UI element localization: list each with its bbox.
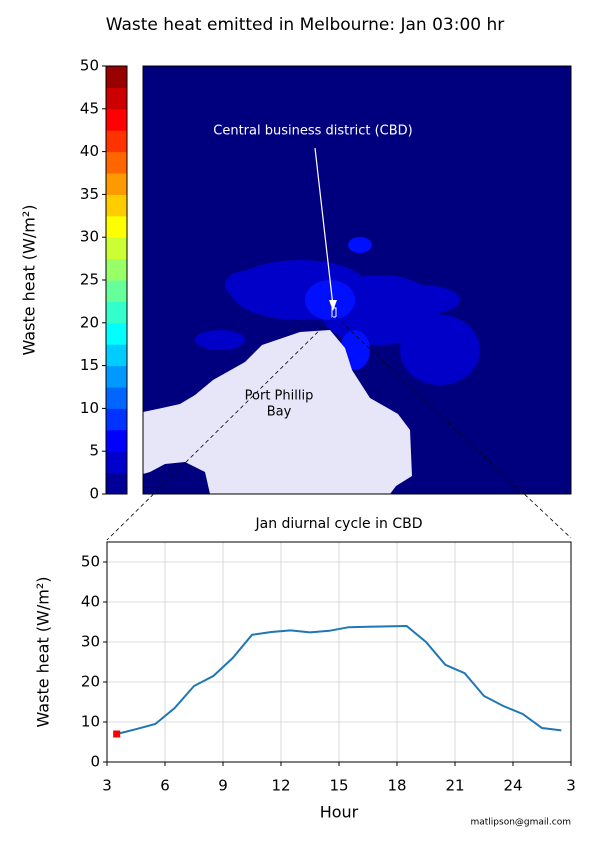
x-tick-label: 18 bbox=[387, 777, 406, 795]
colorbar-segment bbox=[106, 429, 127, 452]
colorbar-segment bbox=[106, 344, 127, 367]
x-tick-label: 3 bbox=[102, 777, 112, 795]
y-tick-label: 0 bbox=[89, 485, 99, 503]
x-tick-label: 15 bbox=[329, 777, 348, 795]
colorbar-label: Waste heat (W/m²) bbox=[20, 205, 39, 356]
colorbar-segment bbox=[106, 301, 127, 324]
colorbar-segment bbox=[106, 194, 127, 217]
line-title: Jan diurnal cycle in CBD bbox=[255, 516, 423, 532]
colorbar-segment bbox=[106, 87, 127, 110]
zoom-line bbox=[106, 316, 334, 541]
line-series bbox=[116, 624, 562, 735]
colorbar-segment bbox=[106, 322, 127, 345]
x-tick-label: 9 bbox=[218, 777, 228, 795]
colorbar-segment bbox=[106, 365, 127, 388]
zoom-line bbox=[335, 316, 572, 539]
y-tick-label: 20 bbox=[80, 313, 99, 331]
y-tick-label: 20 bbox=[81, 673, 100, 691]
colorbar-segment bbox=[106, 108, 127, 131]
map: Central business district (CBD) Port Phi… bbox=[142, 65, 572, 495]
y-tick-label: 50 bbox=[80, 57, 99, 75]
figure-title: Waste heat emitted in Melbourne: Jan 03:… bbox=[106, 15, 505, 35]
y-tick-label: 5 bbox=[89, 442, 99, 460]
bay bbox=[143, 330, 412, 494]
y-tick-label: 50 bbox=[81, 553, 100, 571]
bay-label: Port Phillip bbox=[245, 389, 314, 404]
current-hour-marker bbox=[113, 730, 121, 738]
colorbar-segment bbox=[106, 280, 127, 302]
y-tick-label: 10 bbox=[80, 399, 99, 417]
bay-label: Bay bbox=[267, 405, 292, 420]
colorbar-segment bbox=[106, 472, 127, 495]
y-tick-label: 15 bbox=[80, 356, 99, 374]
y-tick-label: 45 bbox=[80, 99, 99, 117]
credit: matlipson@gmail.com bbox=[470, 818, 571, 828]
y-tick-label: 25 bbox=[80, 271, 99, 289]
y-tick-label: 30 bbox=[80, 228, 99, 246]
x-tick-label: 21 bbox=[445, 777, 464, 795]
colorbar-segment bbox=[106, 237, 127, 260]
colorbar-segment bbox=[106, 258, 127, 281]
y-axis-label: Waste heat (W/m²) bbox=[34, 577, 53, 728]
y-tick-label: 40 bbox=[80, 142, 99, 160]
colorbar-segment bbox=[106, 130, 127, 153]
x-tick-label: 3 bbox=[566, 777, 576, 795]
x-tick-label: 12 bbox=[271, 777, 290, 795]
colorbar-segment bbox=[106, 408, 127, 431]
x-tick-label: 24 bbox=[503, 777, 522, 795]
colorbar-segment bbox=[106, 151, 127, 174]
annotation-arrow bbox=[314, 147, 334, 307]
arrow-head bbox=[329, 300, 337, 311]
colorbar-segment bbox=[106, 387, 127, 409]
colorbar-segment bbox=[106, 215, 127, 238]
colorbar-segment bbox=[106, 173, 127, 195]
cbd-annotation: Central business district (CBD) bbox=[213, 124, 412, 139]
plot-frame bbox=[106, 541, 572, 763]
colorbar-segment bbox=[106, 66, 127, 88]
y-tick-label: 10 bbox=[81, 713, 100, 731]
y-tick-label: 40 bbox=[81, 593, 100, 611]
y-tick-label: 30 bbox=[81, 633, 100, 651]
y-tick-label: 35 bbox=[80, 185, 99, 203]
map-frame bbox=[142, 65, 572, 495]
x-axis-label: Hour bbox=[320, 803, 359, 822]
colorbar-segment bbox=[106, 451, 127, 474]
y-tick-label: 0 bbox=[90, 753, 100, 771]
x-tick-label: 6 bbox=[160, 777, 170, 795]
